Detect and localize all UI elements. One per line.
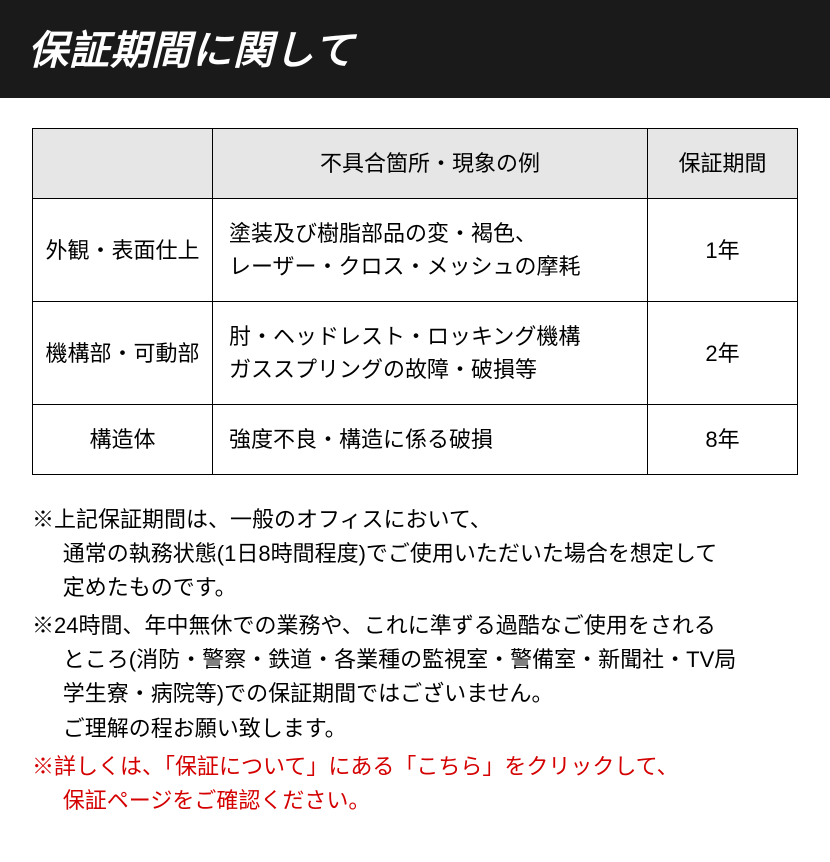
page-title: 保証期間に関して [28,18,802,76]
note-line: ※上記保証期間は、一般のオフィスにおいて、 [32,503,798,537]
warranty-table: 不具合箇所・現象の例 保証期間 外観・表面仕上 塗装及び樹脂部品の変・褐色、レー… [32,128,798,475]
note-line: ご理解の程お願い致します。 [32,712,798,746]
note-line: 学生寮・病院等)での保証期間ではございません。 [32,677,798,711]
note-line: 保証ページをご確認ください。 [32,784,798,818]
cell-category: 機構部・可動部 [33,302,213,405]
header-bar: 保証期間に関して [0,0,830,98]
cell-category: 外観・表面仕上 [33,199,213,302]
table-header-blank [33,129,213,199]
note-1: ※上記保証期間は、一般のオフィスにおいて、 通常の執務状態(1日8時間程度)でご… [32,503,798,605]
cell-category: 構造体 [33,405,213,475]
notes-section: ※上記保証期間は、一般のオフィスにおいて、 通常の執務状態(1日8時間程度)でご… [32,503,798,818]
cell-desc: 肘・ヘッドレスト・ロッキング機構ガススプリングの故障・破損等 [213,302,648,405]
note-line: 通常の執務状態(1日8時間程度)でご使用いただいた場合を想定して [32,537,798,571]
note-3: ※詳しくは、「保証について」にある「こちら」をクリックして、 保証ページをご確認… [32,750,798,818]
note-line: 定めたものです。 [32,571,798,605]
table-row: 外観・表面仕上 塗装及び樹脂部品の変・褐色、レーザー・クロス・メッシュの摩耗 1… [33,199,798,302]
cell-period: 8年 [648,405,798,475]
table-row: 機構部・可動部 肘・ヘッドレスト・ロッキング機構ガススプリングの故障・破損等 2… [33,302,798,405]
note-2: ※24時間、年中無休での業務や、これに準ずる過酷なご使用をされる ところ(消防・… [32,609,798,745]
table-header-row: 不具合箇所・現象の例 保証期間 [33,129,798,199]
note-line: ※24時間、年中無休での業務や、これに準ずる過酷なご使用をされる [32,609,798,643]
cell-desc: 強度不良・構造に係る破損 [213,405,648,475]
cell-desc: 塗装及び樹脂部品の変・褐色、レーザー・クロス・メッシュの摩耗 [213,199,648,302]
content-area: 不具合箇所・現象の例 保証期間 外観・表面仕上 塗装及び樹脂部品の変・褐色、レー… [0,98,830,862]
cell-period: 2年 [648,302,798,405]
table-header-desc: 不具合箇所・現象の例 [213,129,648,199]
note-line: ところ(消防・警察・鉄道・各業種の監視室・警備室・新聞社・TV局 [32,643,798,677]
table-header-period: 保証期間 [648,129,798,199]
cell-period: 1年 [648,199,798,302]
note-line: ※詳しくは、「保証について」にある「こちら」をクリックして、 [32,750,798,784]
table-row: 構造体 強度不良・構造に係る破損 8年 [33,405,798,475]
